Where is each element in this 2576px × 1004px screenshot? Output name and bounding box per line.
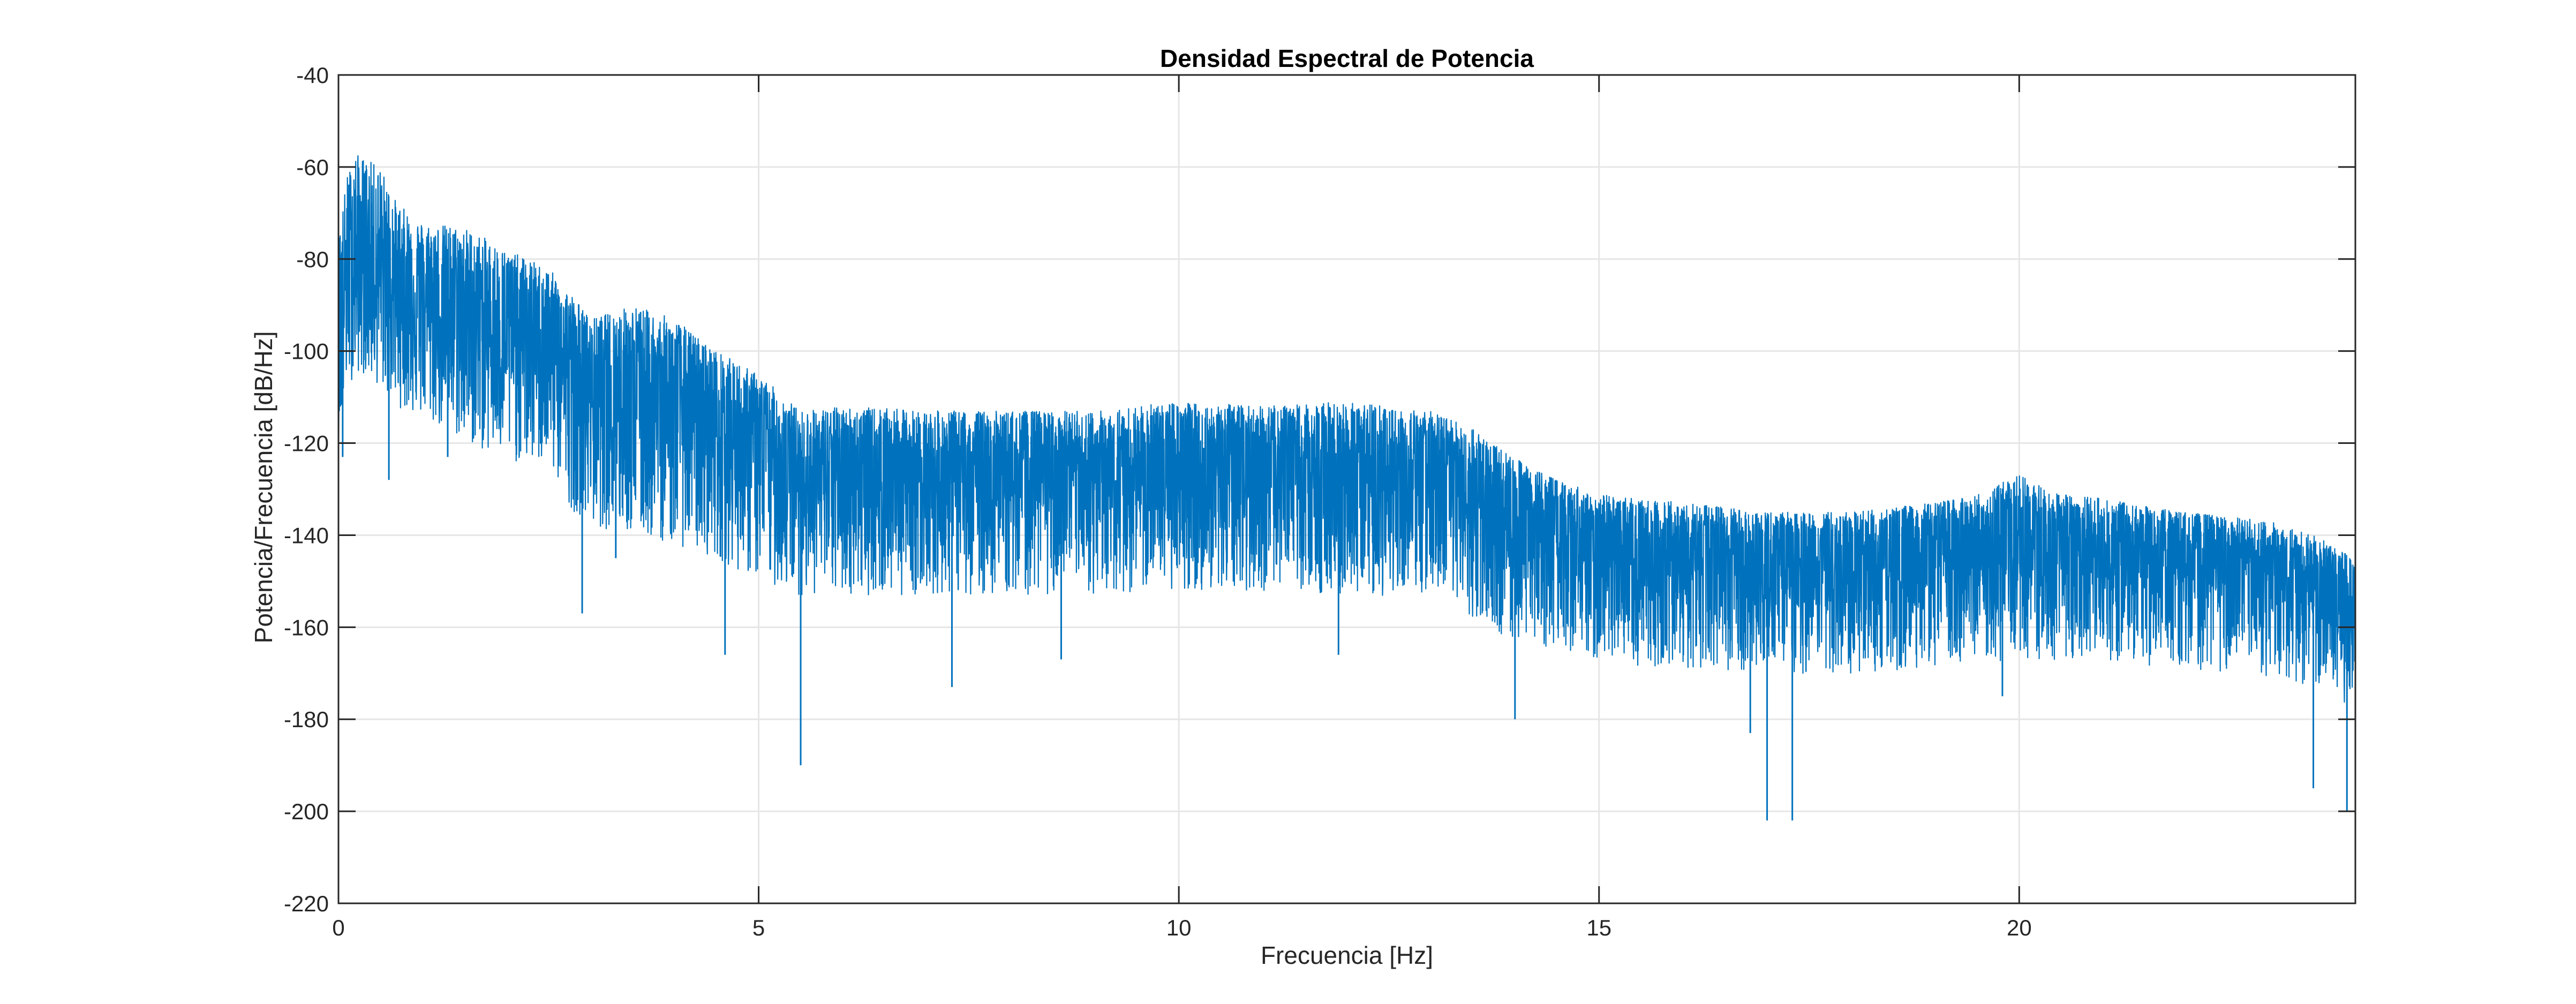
y-tick-label: -80 <box>296 247 329 272</box>
y-tick-label: -140 <box>284 523 329 548</box>
x-tick-label: 15 <box>1586 915 1611 940</box>
x-tick-label: 20 <box>2007 915 2032 940</box>
x-tick-label: 0 <box>332 915 344 940</box>
chart-title: Densidad Espectral de Potencia <box>1160 44 1534 72</box>
y-tick-label: -160 <box>284 615 329 640</box>
x-tick-label: 10 <box>1166 915 1192 940</box>
x-axis-label: Frecuencia [Hz] <box>1261 941 1433 969</box>
ticks: 0 5 10 15 20 -220 -200 -180 -160 -140 -120 -100 -80 -… <box>284 63 2355 940</box>
y-tick-label: -60 <box>296 155 329 180</box>
y-tick-label: -40 <box>296 63 329 88</box>
y-tick-label: -100 <box>284 339 329 364</box>
series-line <box>337 155 2356 703</box>
y-tick-label: -220 <box>284 891 329 916</box>
series-psd <box>337 155 2356 821</box>
y-axis-label: Potencia/Frecuencia [dB/Hz] <box>250 331 277 644</box>
x-tick-label: 5 <box>752 915 765 940</box>
axes-box <box>337 74 2356 904</box>
y-tick-label: -200 <box>284 799 329 824</box>
y-tick-label: -180 <box>284 707 329 732</box>
axes <box>337 74 2356 904</box>
y-tick-label: -120 <box>284 431 329 456</box>
